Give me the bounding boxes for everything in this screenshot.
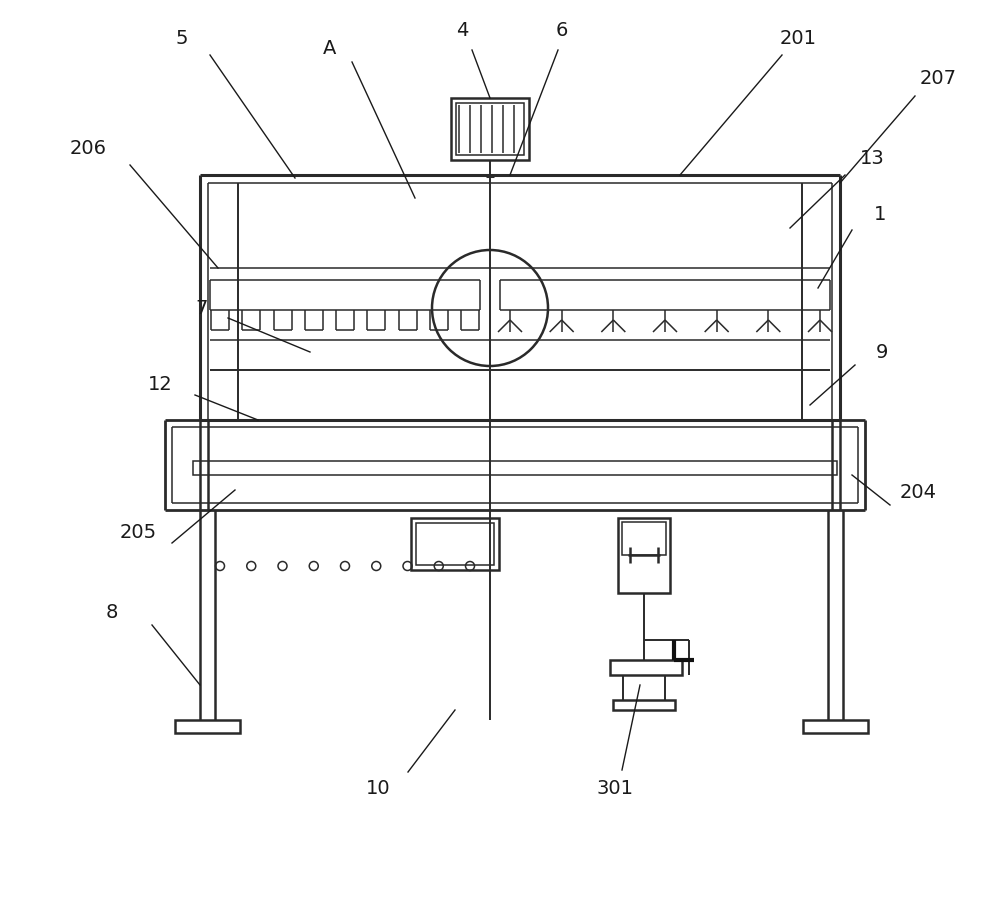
Text: 301: 301 (596, 778, 634, 797)
Bar (451, 98, 529, 160)
Text: 204: 204 (900, 483, 936, 502)
Text: 8: 8 (106, 604, 118, 623)
Bar (175, 720, 240, 733)
Bar (803, 720, 868, 733)
Bar (618, 518, 670, 593)
Bar (610, 660, 682, 675)
Text: 10: 10 (366, 778, 390, 797)
Text: 206: 206 (70, 139, 106, 158)
Bar (416, 523, 494, 565)
Text: 4: 4 (456, 21, 468, 40)
Text: 13: 13 (860, 149, 884, 168)
Text: 205: 205 (119, 523, 157, 542)
Bar (456, 103, 524, 155)
Text: 6: 6 (556, 21, 568, 40)
Bar (193, 461, 837, 475)
Bar (411, 518, 499, 570)
Text: 12: 12 (148, 376, 172, 395)
Bar (613, 700, 675, 710)
Text: A: A (323, 39, 337, 58)
Text: 1: 1 (874, 205, 886, 224)
Bar (622, 522, 666, 555)
Text: 5: 5 (176, 29, 188, 48)
Text: 201: 201 (780, 29, 816, 48)
Text: 207: 207 (920, 68, 956, 87)
Text: 9: 9 (876, 342, 888, 361)
Text: 7: 7 (196, 298, 208, 317)
